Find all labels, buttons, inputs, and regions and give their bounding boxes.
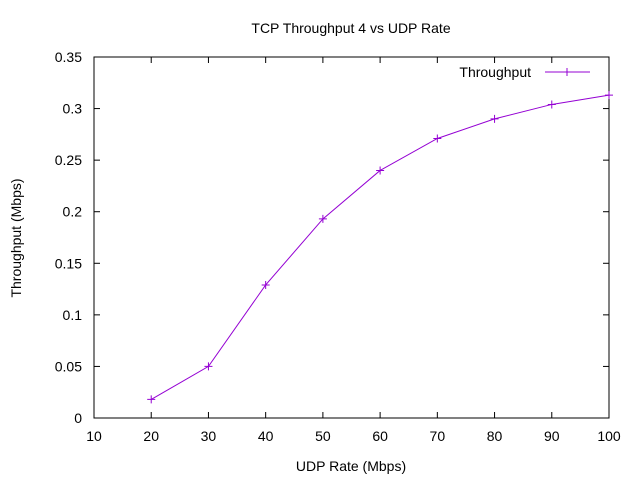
- legend-swatch-marker: [563, 68, 571, 76]
- x-tick-label: 30: [201, 428, 217, 444]
- y-tick-label: 0.2: [63, 204, 83, 220]
- y-tick-label: 0.1: [63, 307, 83, 323]
- x-tick-label: 60: [372, 428, 388, 444]
- data-point: [547, 100, 556, 109]
- axes: 10 20 30 40 50 60 70 80 90 100 0 0.05 0.1 0.15 0.2 0.25…: [55, 49, 621, 444]
- x-tick-label: 50: [315, 428, 331, 444]
- chart-title: TCP Throughput 4 vs UDP Rate: [251, 20, 450, 36]
- x-axis-label: UDP Rate (Mbps): [296, 458, 406, 474]
- y-tick-label: 0: [74, 410, 82, 426]
- x-tick-label: 40: [258, 428, 274, 444]
- plot-frame: [93, 56, 610, 419]
- y-tick-label: 0.15: [55, 255, 82, 271]
- x-tick-label: 90: [544, 428, 560, 444]
- data-point: [147, 395, 156, 404]
- data-point: [261, 280, 270, 289]
- y-tick-label: 0.05: [55, 358, 82, 374]
- x-tick-label: 10: [86, 428, 102, 444]
- series-layer: [147, 91, 613, 404]
- data-point: [605, 91, 613, 100]
- x-tick-label: 80: [487, 428, 503, 444]
- legend-label: Throughput: [459, 64, 531, 80]
- data-point: [433, 134, 442, 143]
- data-point: [204, 362, 213, 371]
- x-tick-label: 70: [430, 428, 446, 444]
- series-line-0: [150, 94, 610, 400]
- y-tick-label: 0.3: [63, 101, 83, 117]
- data-point: [490, 114, 499, 123]
- y-tick-label: 0.35: [55, 49, 82, 65]
- data-point: [376, 166, 385, 175]
- y-tick-label: 0.25: [55, 152, 82, 168]
- legend: Throughput: [459, 64, 590, 80]
- x-tick-label: 20: [143, 428, 159, 444]
- x-tick-label: 100: [597, 428, 621, 444]
- data-point: [318, 214, 327, 223]
- y-axis-label: Throughput (Mbps): [8, 178, 24, 297]
